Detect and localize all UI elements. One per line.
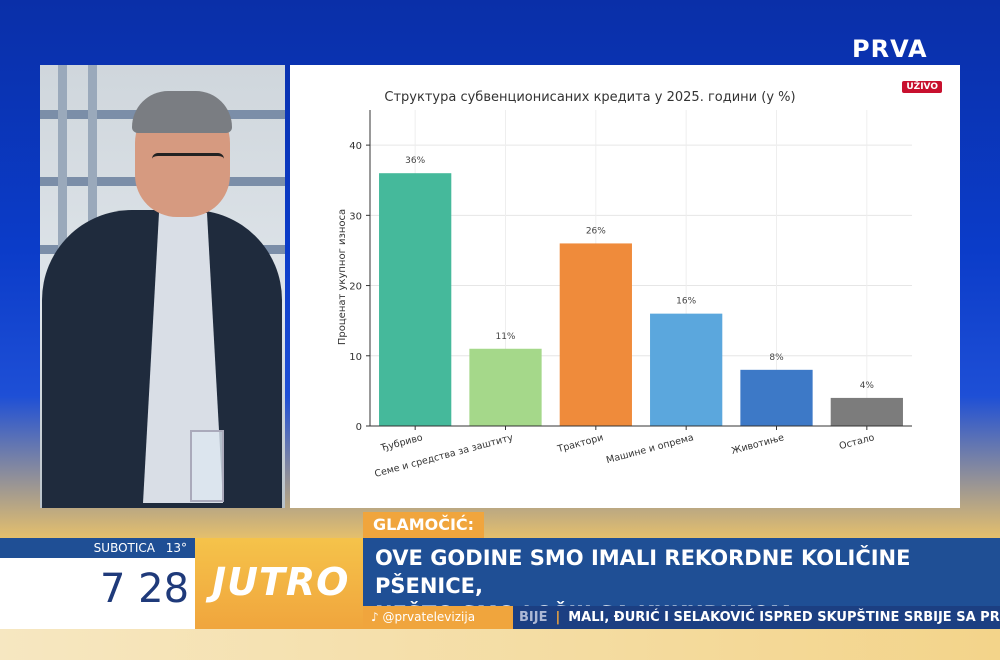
bar [559,243,632,426]
studio-video-feed [40,65,285,508]
guest-glasses [152,153,224,172]
x-tick-label: Ђубриво [379,432,424,454]
value-label: 11% [495,332,515,342]
value-label: 4% [860,381,875,391]
ticker-separator: | [555,610,561,625]
y-axis-label: Проценат укупног износа [337,209,348,345]
x-tick-label: Машине и опрема [605,432,695,466]
value-label: 36% [405,156,425,166]
social-handle: ♪ @prvatelevizija [363,606,521,629]
ticker-text: MALI, ĐURIĆ I SELAKOVIĆ ISPRED SKUPŠTINE… [568,610,1000,625]
bar [650,313,723,426]
y-tick-label: 10 [349,352,362,363]
bar [469,348,542,426]
clock-time: 7 28 [100,566,190,612]
x-tick-label: Остало [838,432,876,452]
location-bar: SUBOTICA 13° [0,538,195,558]
location-label: SUBOTICA [93,541,155,555]
y-tick-label: 0 [356,422,362,433]
bar-chart: Структура субвенционисаних кредита у 202… [337,90,912,480]
value-labels: 36% 11% 26% 16% 8% 4% [405,156,874,391]
value-label: 8% [769,353,784,363]
headline-line-1: OVE GODINE SMO IMALI REKORDNE KOLIČINE P… [375,546,911,598]
y-axis-ticks: 0 10 20 30 40 [349,141,370,433]
live-badge: UŽIVO [902,81,942,93]
chart-card: UŽIVO Структура субвенционисаних кредита… [290,65,960,508]
bar [740,369,813,426]
bars [379,173,903,426]
water-glass [190,430,224,502]
value-label: 26% [586,226,606,236]
tiktok-icon: ♪ [371,610,383,624]
speaker-name: GLAMOČIĆ: [363,512,485,538]
social-handle-text: @prvatelevizija [382,610,476,624]
headline: OVE GODINE SMO IMALI REKORDNE KOLIČINE P… [363,538,1000,626]
temperature: 13° [165,541,187,555]
news-ticker: BIJE | MALI, ĐURIĆ I SELAKOVIĆ ISPRED SKUP… [513,606,1000,629]
value-label: 16% [676,297,696,307]
y-tick-label: 20 [349,282,362,293]
show-logo: JUTRO [212,560,350,604]
y-tick-label: 30 [349,211,362,222]
x-tick-label: Трактори [555,432,604,455]
bottom-strip [0,629,1000,660]
bar [379,173,452,426]
ticker-previous: BIJE [519,610,548,625]
guest-hair [132,91,232,133]
bar [830,397,903,426]
show-logo-panel [195,538,363,629]
chart-title: Структура субвенционисаних кредита у 202… [384,90,795,105]
channel-logo: PRVA [852,35,928,63]
x-tick-label: Животиње [730,432,785,457]
y-tick-label: 40 [349,141,362,152]
